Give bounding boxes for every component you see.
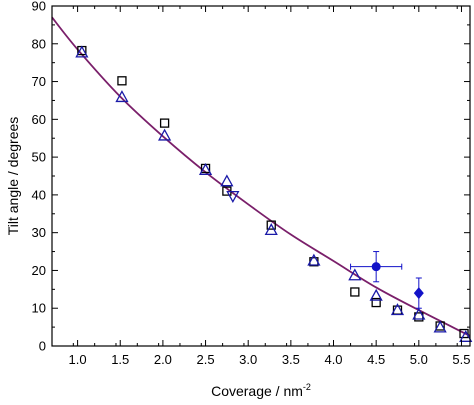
square-point [459,328,469,339]
triangle-up-point [115,90,129,103]
x-tick-label: 4.5 [367,352,385,367]
x-axis-title: Coverage / nm-2 [211,382,311,399]
triangle-up-point [390,303,405,316]
triangle-up-point [75,45,89,58]
x-tick-label: 2.5 [197,352,215,367]
x-tick-label: 2.0 [154,352,172,367]
fit-curve [51,16,471,337]
square-point [350,287,360,297]
x-tick-label: 5.5 [452,352,470,367]
square-point [117,76,127,86]
triangle-up-point [459,329,473,342]
x-tick-label: 1.0 [69,352,87,367]
x-tick-label: 3.0 [239,352,257,367]
x-tick-label: 5.0 [410,352,428,367]
triangle-up-point [433,320,447,333]
x-tick-label: 1.5 [111,352,129,367]
x-tick-label: 3.5 [282,352,300,367]
y-tick-label: 0 [39,339,46,354]
triangle-up-point [220,174,234,187]
y-tick-label: 40 [32,187,46,202]
square-point [371,297,381,308]
x-axis-title-text: Coverage / nm [211,383,303,399]
triangle-up-point [264,223,278,236]
y-tick-label: 70 [32,74,46,89]
y-tick-label: 90 [32,0,46,14]
y-tick-label: 10 [32,301,46,316]
tick-labels: 1.0 1.5 2.0 2.5 3.0 3.5 4.0 4.5 5.0 5.5 0 10 20 30 40 5… [32,0,471,367]
triangle-up-point [369,288,383,301]
y-tick-label: 80 [32,36,46,51]
axes [51,5,471,347]
filled-diamond-point [413,287,424,300]
triangle-up-point [158,128,172,141]
y-tick-label: 60 [32,112,46,127]
x-tick-label: 4.0 [324,352,342,367]
plot-marks [51,16,473,342]
y-tick-label: 30 [32,225,46,240]
x-axis-title-superscript: -2 [303,382,311,392]
y-tick-label: 20 [32,263,46,278]
square-point [266,220,276,230]
plot-frame [51,5,471,347]
triangle-up-point [198,162,213,175]
triangle-up-point [348,268,362,281]
y-axis-title: Tilt angle / degrees [5,117,21,236]
triangle-up-point [412,307,426,320]
filled-circle-point [371,262,381,272]
y-tick-label: 50 [32,150,46,165]
square-point [159,118,170,128]
triangle-up-point [307,253,321,266]
triangle-down-point [226,190,240,203]
